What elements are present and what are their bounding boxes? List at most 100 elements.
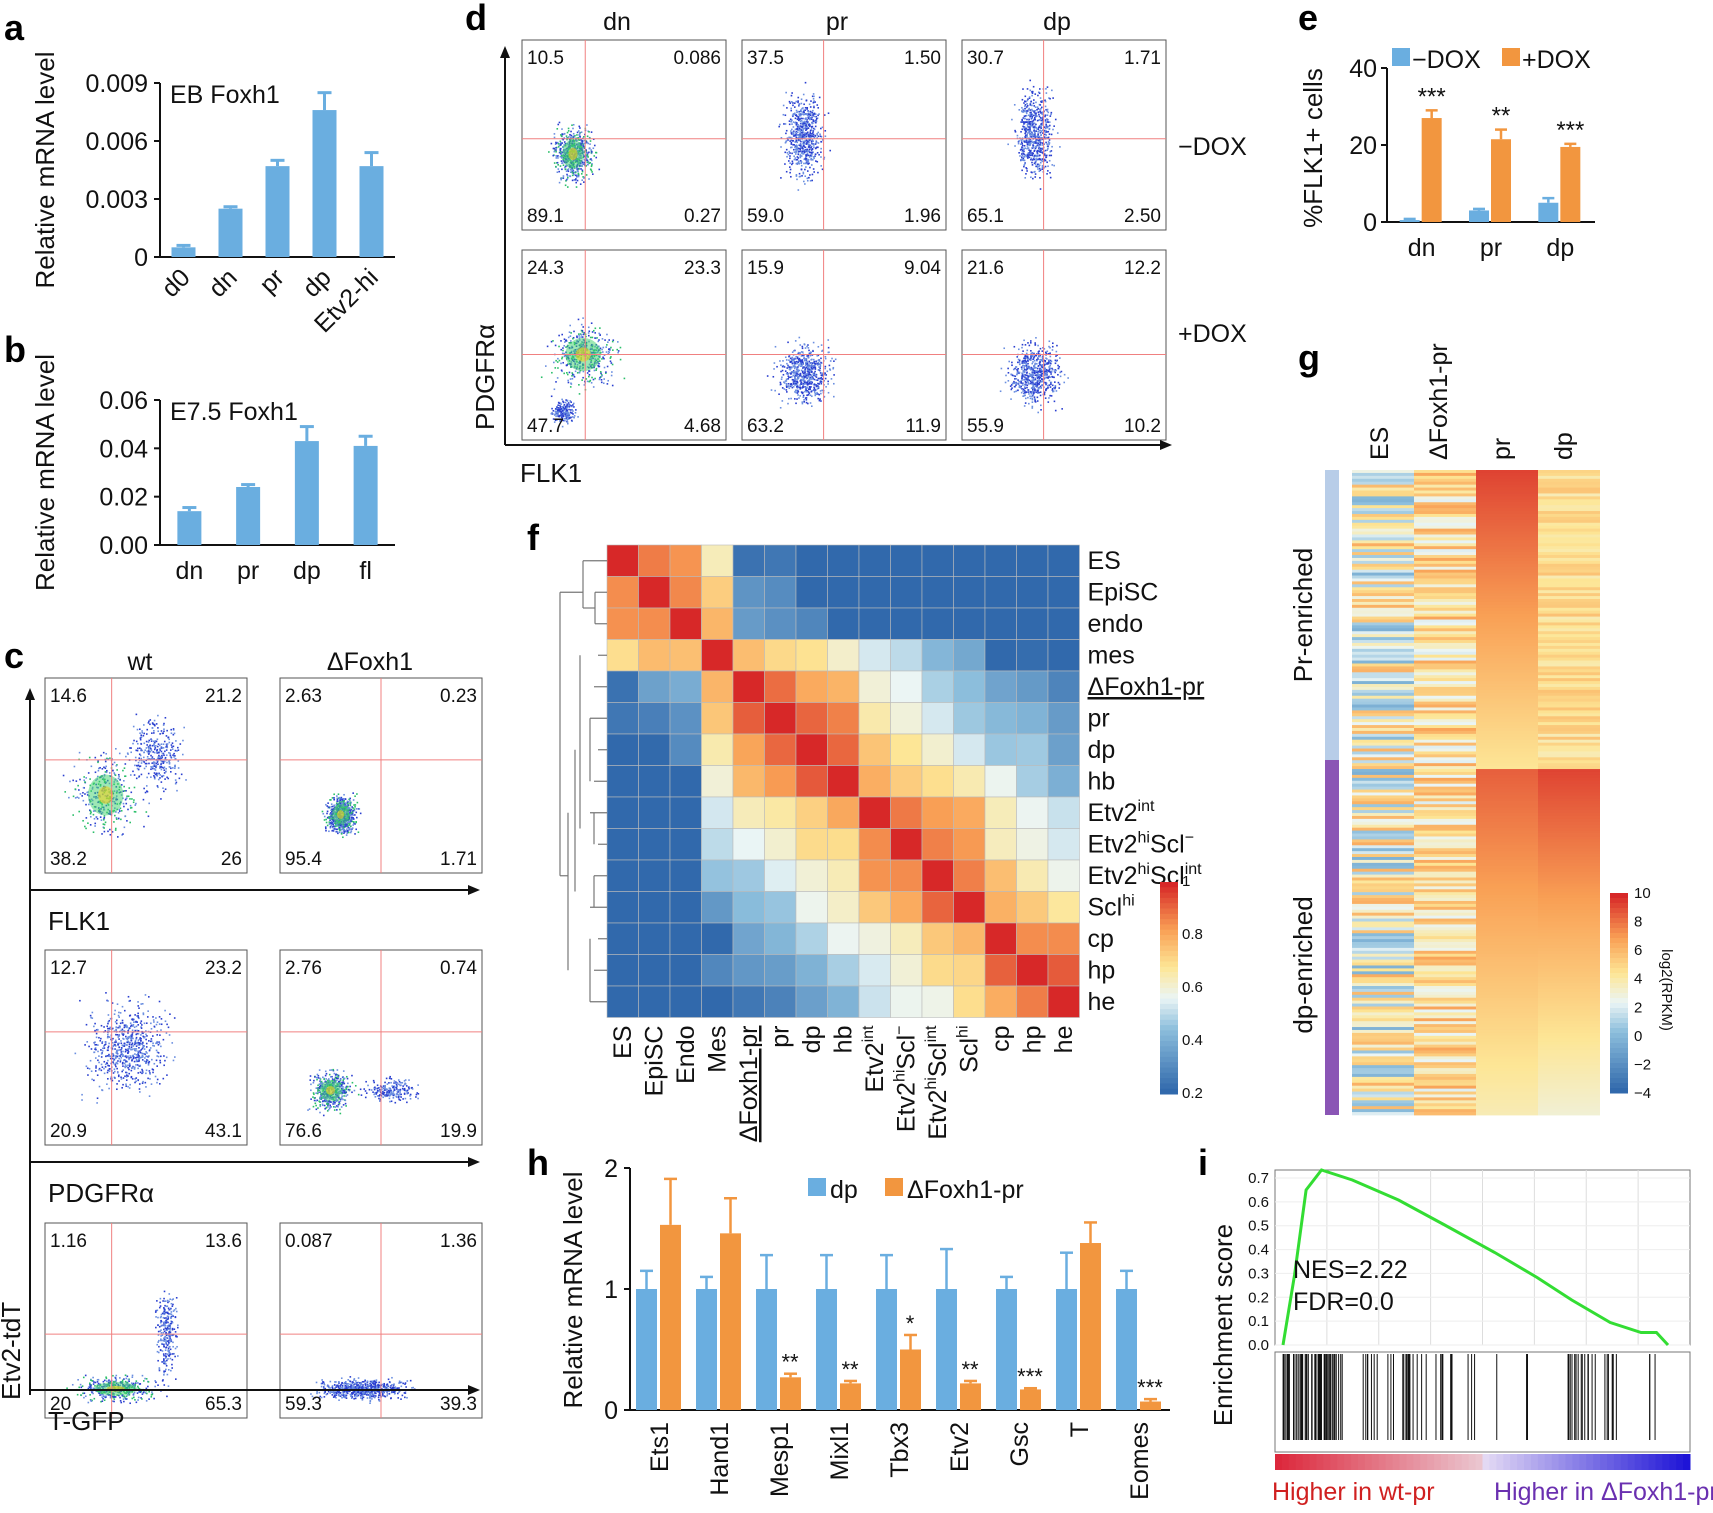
flow-event bbox=[118, 1016, 120, 1018]
panel-letter-i: i bbox=[1198, 1142, 1208, 1183]
flow-event bbox=[385, 1390, 388, 1392]
flow-event bbox=[571, 171, 574, 173]
flow-event bbox=[139, 1064, 141, 1067]
flow-event bbox=[114, 1077, 116, 1080]
flow-event bbox=[326, 810, 329, 813]
flow-event bbox=[345, 1091, 347, 1094]
flow-event bbox=[113, 1070, 116, 1073]
flow-event bbox=[136, 767, 139, 770]
flow-event bbox=[364, 1391, 366, 1394]
flow-event bbox=[122, 1034, 125, 1036]
flow-event bbox=[400, 1381, 403, 1384]
flow-event bbox=[119, 1396, 121, 1399]
flow-event bbox=[157, 1055, 160, 1058]
flow-event bbox=[346, 801, 349, 804]
flow-event bbox=[383, 1385, 385, 1388]
flow-event bbox=[103, 1067, 105, 1070]
flow-event bbox=[331, 819, 334, 821]
flow-event bbox=[93, 1025, 95, 1028]
flow-event bbox=[341, 1386, 344, 1389]
flow-event bbox=[152, 1019, 155, 1021]
flow-event bbox=[159, 1305, 162, 1307]
flow-event bbox=[136, 749, 139, 752]
flow-event bbox=[123, 790, 126, 792]
flow-event bbox=[350, 820, 352, 822]
flow-event bbox=[135, 1048, 138, 1050]
flow-event bbox=[107, 1000, 109, 1002]
flow-event bbox=[394, 1086, 397, 1089]
flow-event bbox=[374, 1391, 376, 1394]
flow-event bbox=[96, 1102, 98, 1104]
flow-event bbox=[120, 1040, 122, 1042]
flow-event bbox=[349, 1393, 352, 1396]
flow-event bbox=[177, 767, 180, 769]
flow-event bbox=[332, 1396, 335, 1398]
flow-event bbox=[153, 745, 156, 748]
flow-event bbox=[153, 742, 155, 745]
flow-event bbox=[401, 1081, 404, 1084]
flow-event bbox=[386, 1383, 389, 1385]
flow-event bbox=[163, 1370, 165, 1373]
flow-event bbox=[159, 774, 162, 776]
flow-event bbox=[131, 1078, 134, 1080]
flow-event bbox=[355, 828, 358, 831]
flow-event bbox=[169, 1335, 171, 1338]
flow-event bbox=[328, 1100, 331, 1103]
flow-event bbox=[351, 1091, 353, 1094]
flow-event bbox=[167, 1341, 170, 1344]
flow-event bbox=[340, 798, 342, 801]
flow-event bbox=[328, 823, 331, 825]
flow-event bbox=[148, 802, 150, 805]
flow-event bbox=[317, 1084, 319, 1087]
flow-event bbox=[107, 830, 109, 833]
flow-event bbox=[591, 163, 593, 165]
flow-event bbox=[138, 1043, 141, 1046]
flow-event bbox=[571, 169, 574, 171]
flow-event bbox=[121, 1022, 124, 1024]
flow-event bbox=[145, 1033, 147, 1036]
flow-event bbox=[119, 1059, 122, 1062]
flow-event bbox=[376, 1390, 379, 1393]
flow-event bbox=[139, 1091, 141, 1093]
flow-event bbox=[153, 776, 156, 778]
flow-event bbox=[583, 142, 585, 145]
flow-event bbox=[337, 1074, 340, 1077]
flow-event bbox=[131, 1066, 134, 1069]
flow-event bbox=[89, 1014, 92, 1017]
flow-event bbox=[365, 1092, 368, 1094]
flow-event bbox=[166, 1305, 169, 1308]
flow-event bbox=[384, 1089, 386, 1091]
flow-event bbox=[108, 1087, 110, 1090]
flow-event bbox=[580, 142, 582, 145]
flow-event bbox=[159, 733, 161, 735]
flow-event bbox=[390, 1384, 392, 1387]
flow-event bbox=[561, 162, 564, 164]
flow-event bbox=[330, 1069, 333, 1071]
flow-event bbox=[559, 144, 562, 146]
flow-event bbox=[136, 764, 138, 767]
flow-event bbox=[581, 165, 583, 168]
flow-event bbox=[136, 1029, 138, 1032]
flow-event bbox=[561, 128, 563, 130]
flow-event bbox=[115, 1026, 118, 1028]
flow-event bbox=[351, 1081, 354, 1084]
flow-event bbox=[341, 1381, 343, 1384]
flow-event bbox=[317, 1089, 320, 1091]
flow-event bbox=[145, 740, 148, 743]
flow-event bbox=[94, 1048, 96, 1051]
flow-event bbox=[168, 1313, 170, 1315]
flow-event bbox=[156, 752, 158, 754]
flow-event bbox=[352, 818, 355, 820]
flow-event bbox=[171, 1328, 174, 1331]
flow-event bbox=[140, 743, 143, 745]
flow-event bbox=[172, 754, 174, 757]
flow-event bbox=[556, 155, 558, 158]
flow-event bbox=[378, 1391, 380, 1393]
flow-event bbox=[168, 1293, 171, 1295]
panel-letter-g: g bbox=[1298, 337, 1320, 378]
flow-event bbox=[374, 1392, 376, 1395]
flow-event bbox=[374, 1383, 377, 1385]
flow-event bbox=[321, 1103, 324, 1106]
flow-event bbox=[155, 1316, 157, 1318]
flow-event bbox=[167, 1307, 170, 1310]
